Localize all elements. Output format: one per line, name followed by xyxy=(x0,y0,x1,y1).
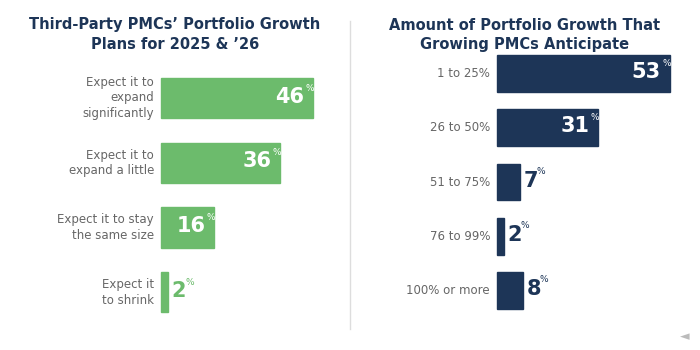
Text: Expect it to
expand a little: Expect it to expand a little xyxy=(69,148,154,177)
Text: %: % xyxy=(662,58,671,68)
Text: %: % xyxy=(591,113,599,122)
Text: 36: 36 xyxy=(242,151,272,172)
Bar xyxy=(497,164,520,200)
Text: 100% or more: 100% or more xyxy=(407,284,490,297)
Text: 16: 16 xyxy=(176,216,205,236)
Text: 2: 2 xyxy=(507,225,522,245)
Text: %: % xyxy=(537,167,545,176)
Text: Expect it to
expand
significantly: Expect it to expand significantly xyxy=(83,76,154,120)
Bar xyxy=(161,143,280,183)
Text: %: % xyxy=(540,275,549,285)
Text: %: % xyxy=(306,84,314,93)
Text: %: % xyxy=(273,148,281,158)
Text: 26 to 50%: 26 to 50% xyxy=(430,121,490,134)
Bar xyxy=(497,55,670,92)
Text: %: % xyxy=(185,278,194,287)
Bar xyxy=(497,218,503,255)
Text: 53: 53 xyxy=(632,62,661,82)
Text: 51 to 75%: 51 to 75% xyxy=(430,175,490,189)
Text: Expect it to stay
the same size: Expect it to stay the same size xyxy=(57,213,154,242)
Text: %: % xyxy=(206,213,215,222)
Text: Amount of Portfolio Growth That
Growing PMCs Anticipate: Amount of Portfolio Growth That Growing … xyxy=(389,18,661,52)
Bar xyxy=(161,207,214,248)
Text: 8: 8 xyxy=(526,279,541,299)
Text: ◄: ◄ xyxy=(680,330,689,343)
Text: Expect it
to shrink: Expect it to shrink xyxy=(102,278,154,307)
Bar xyxy=(497,109,598,146)
Bar xyxy=(497,272,523,309)
Text: 1 to 25%: 1 to 25% xyxy=(437,67,490,80)
Text: Third-Party PMCs’ Portfolio Growth
Plans for 2025 & ’26: Third-Party PMCs’ Portfolio Growth Plans… xyxy=(29,18,321,52)
Bar xyxy=(161,78,313,118)
Text: %: % xyxy=(520,221,529,230)
Text: 2: 2 xyxy=(171,281,186,301)
Text: 31: 31 xyxy=(560,116,589,136)
Text: 46: 46 xyxy=(276,86,304,107)
Bar xyxy=(161,272,167,312)
Text: 76 to 99%: 76 to 99% xyxy=(430,230,490,243)
Text: 7: 7 xyxy=(524,170,538,191)
